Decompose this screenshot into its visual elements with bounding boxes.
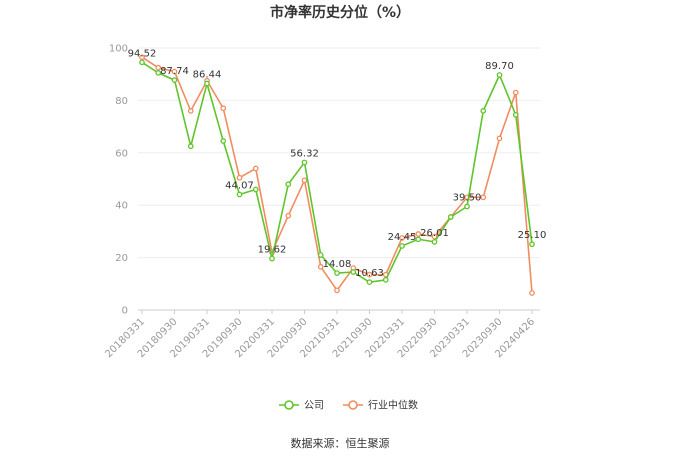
data-point [399, 235, 405, 241]
data-point [139, 59, 145, 66]
data-point [252, 165, 259, 172]
data-point [496, 72, 503, 78]
data-label: 94.52 [128, 48, 157, 59]
data-point [317, 263, 324, 270]
legend-label[interactable]: 行业中位数 [368, 399, 418, 412]
y-tick-label: 60 [115, 148, 128, 159]
legend-label[interactable]: 公司 [304, 401, 324, 412]
legend[interactable]: 公司 行业中位数 [279, 399, 418, 412]
y-tick-label: 0 [122, 306, 128, 317]
data-point [480, 194, 487, 201]
data-point [431, 239, 438, 245]
data-point [431, 233, 438, 240]
data-point [187, 108, 194, 114]
data-point [236, 191, 243, 198]
data-point [155, 70, 162, 76]
y-tick-label: 20 [115, 253, 128, 264]
data-label: 25.10 [518, 230, 547, 241]
data-point [415, 236, 422, 243]
data-label: 19.62 [258, 245, 287, 256]
data-point [399, 243, 405, 249]
chart-title: 市净率历史分位（%） [270, 4, 410, 21]
data-source-note: 数据来源：恒生聚源 [291, 436, 390, 450]
data-point [382, 277, 389, 283]
x-axis-ticks: 2018033120180930201903312019093020200331… [103, 310, 537, 360]
gridlines [138, 47, 540, 311]
data-label: 39.50 [453, 193, 482, 204]
data-point [334, 287, 340, 294]
series-lines [139, 54, 535, 296]
data-point [285, 212, 292, 219]
y-tick-label: 40 [115, 201, 128, 212]
data-point [187, 143, 194, 150]
data-point [220, 105, 227, 112]
legend-marker [284, 400, 294, 410]
data-point [366, 279, 373, 285]
data-label: 10.63 [355, 268, 384, 279]
data-label: 14.08 [323, 259, 352, 270]
y-tick-label: 100 [109, 44, 128, 55]
data-point [171, 68, 178, 75]
data-point [464, 203, 470, 210]
data-point [171, 77, 178, 83]
data-point [512, 111, 519, 118]
data-point [529, 241, 535, 248]
data-point [155, 64, 162, 71]
legend-marker [348, 400, 358, 410]
data-point [480, 108, 487, 114]
data-point [334, 270, 340, 276]
data-point [269, 255, 275, 262]
data-point [236, 174, 243, 181]
data-point [415, 231, 422, 237]
data-point [366, 271, 373, 278]
data-label: 26.01 [420, 228, 449, 239]
data-point [285, 181, 292, 188]
data-point [350, 269, 357, 275]
data-point [317, 252, 324, 258]
data-point [496, 135, 503, 142]
data-point [529, 290, 535, 296]
data-point [512, 89, 519, 96]
data-point [252, 186, 259, 193]
y-tick-label: 80 [115, 96, 128, 107]
data-point [301, 159, 308, 166]
series-line [141, 61, 533, 283]
data-label: 89.70 [485, 61, 514, 72]
data-label: 24.45 [388, 232, 417, 243]
data-label: 87.74 [160, 66, 189, 77]
data-label: 44.07 [225, 181, 254, 192]
data-label: 56.32 [290, 148, 319, 159]
data-point [139, 54, 145, 61]
y-axis-ticks: 0 20 40 60 80 100 [109, 44, 128, 317]
data-label: 86.44 [193, 70, 222, 81]
data-point [301, 177, 308, 184]
data-point [204, 80, 210, 87]
data-point [447, 214, 454, 220]
data-point [220, 138, 227, 144]
